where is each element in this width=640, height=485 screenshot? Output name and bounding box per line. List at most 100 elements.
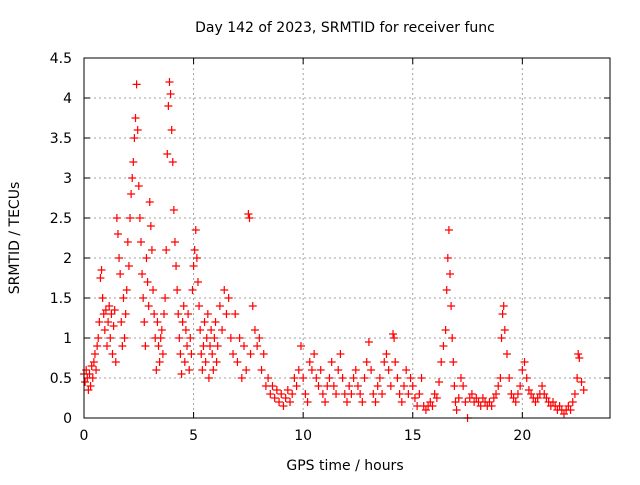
data-point [100,326,109,334]
data-point [242,366,251,374]
data-point [292,382,301,390]
data-point [129,158,138,166]
data-point [87,362,96,370]
data-point [193,278,202,286]
data-point [272,386,281,394]
data-point [450,382,459,390]
data-point [573,374,582,382]
data-point [208,350,217,358]
data-point [428,402,437,410]
data-point [133,126,142,134]
data-point [121,310,130,318]
data-point [448,334,457,342]
y-tick-label: 4 [63,91,72,107]
data-point [163,150,172,158]
data-point [496,374,505,382]
data-point [426,398,435,406]
data-point [296,342,305,350]
data-point [373,382,382,390]
data-point [81,378,90,386]
data-point [382,350,391,358]
data-point [186,334,195,342]
data-point [568,398,577,406]
data-point [165,78,174,86]
data-point [150,310,159,318]
data-point [266,390,275,398]
data-point [437,358,446,366]
data-point [153,318,162,326]
y-tick-label: 2.5 [50,211,72,227]
data-point [158,350,167,358]
data-point [502,350,511,358]
data-point [454,394,463,402]
data-point [173,286,182,294]
data-point [191,226,200,234]
data-point [268,382,277,390]
data-point [386,382,395,390]
data-point [132,80,141,89]
x-tick-label: 10 [294,428,312,444]
data-point [338,374,347,382]
data-point [226,334,235,342]
data-point [574,350,583,358]
data-point [286,398,295,406]
data-point [513,390,522,398]
data-point [264,374,273,382]
data-point [316,366,325,374]
data-point [90,350,99,358]
data-point [147,246,156,254]
chart-title: Day 142 of 2023, SRMTID for receiver fun… [195,20,495,36]
x-tick-label: 20 [513,428,531,444]
data-point [184,310,193,318]
data-point [497,334,506,342]
data-point [371,398,380,406]
data-point [155,358,164,366]
data-point [112,214,121,222]
data-point [106,334,115,342]
data-point [135,214,144,222]
data-point [98,294,107,302]
data-point [527,390,536,398]
data-point [142,254,151,262]
data-point [127,190,136,198]
grid [84,58,610,418]
data-point [360,374,369,382]
data-point [215,302,224,310]
data-point [391,358,400,366]
data-point [499,302,508,310]
data-point [253,342,262,350]
y-tick-label: 3 [63,171,72,187]
data-point [115,254,124,262]
data-point [364,338,373,346]
data-point [210,334,219,342]
data-point [467,390,476,398]
x-axis-label: GPS time / hours [286,458,403,474]
data-point [108,350,117,358]
data-point [447,302,456,310]
data-point [367,366,376,374]
data-point [130,134,139,142]
data-point [126,214,135,222]
data-point [478,394,487,402]
data-point [351,366,360,374]
data-point [334,366,343,374]
data-point [279,402,288,410]
data-point [156,334,165,342]
data-point [152,366,161,374]
data-point [101,306,110,314]
data-point [167,126,176,134]
data-point [181,326,190,334]
data-point [533,394,542,402]
data-point [179,302,188,310]
data-point [145,198,154,206]
data-point [442,286,451,294]
data-point [172,262,181,270]
data-point [177,370,186,378]
data-point [185,366,194,374]
data-point [421,406,430,414]
data-point [92,366,101,374]
data-point [559,410,568,418]
data-point [213,342,222,350]
data-point [93,342,102,350]
data-point [303,398,312,406]
